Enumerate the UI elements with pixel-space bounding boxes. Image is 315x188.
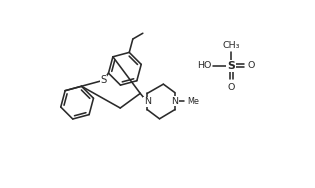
Text: S: S (227, 61, 235, 71)
Text: Me: Me (187, 97, 199, 106)
Text: O: O (247, 61, 255, 70)
Text: CH₃: CH₃ (222, 40, 240, 49)
Text: N: N (171, 97, 178, 106)
Text: HO: HO (198, 61, 212, 70)
Text: N: N (144, 97, 151, 106)
Text: O: O (227, 83, 235, 92)
Text: S: S (100, 75, 106, 85)
